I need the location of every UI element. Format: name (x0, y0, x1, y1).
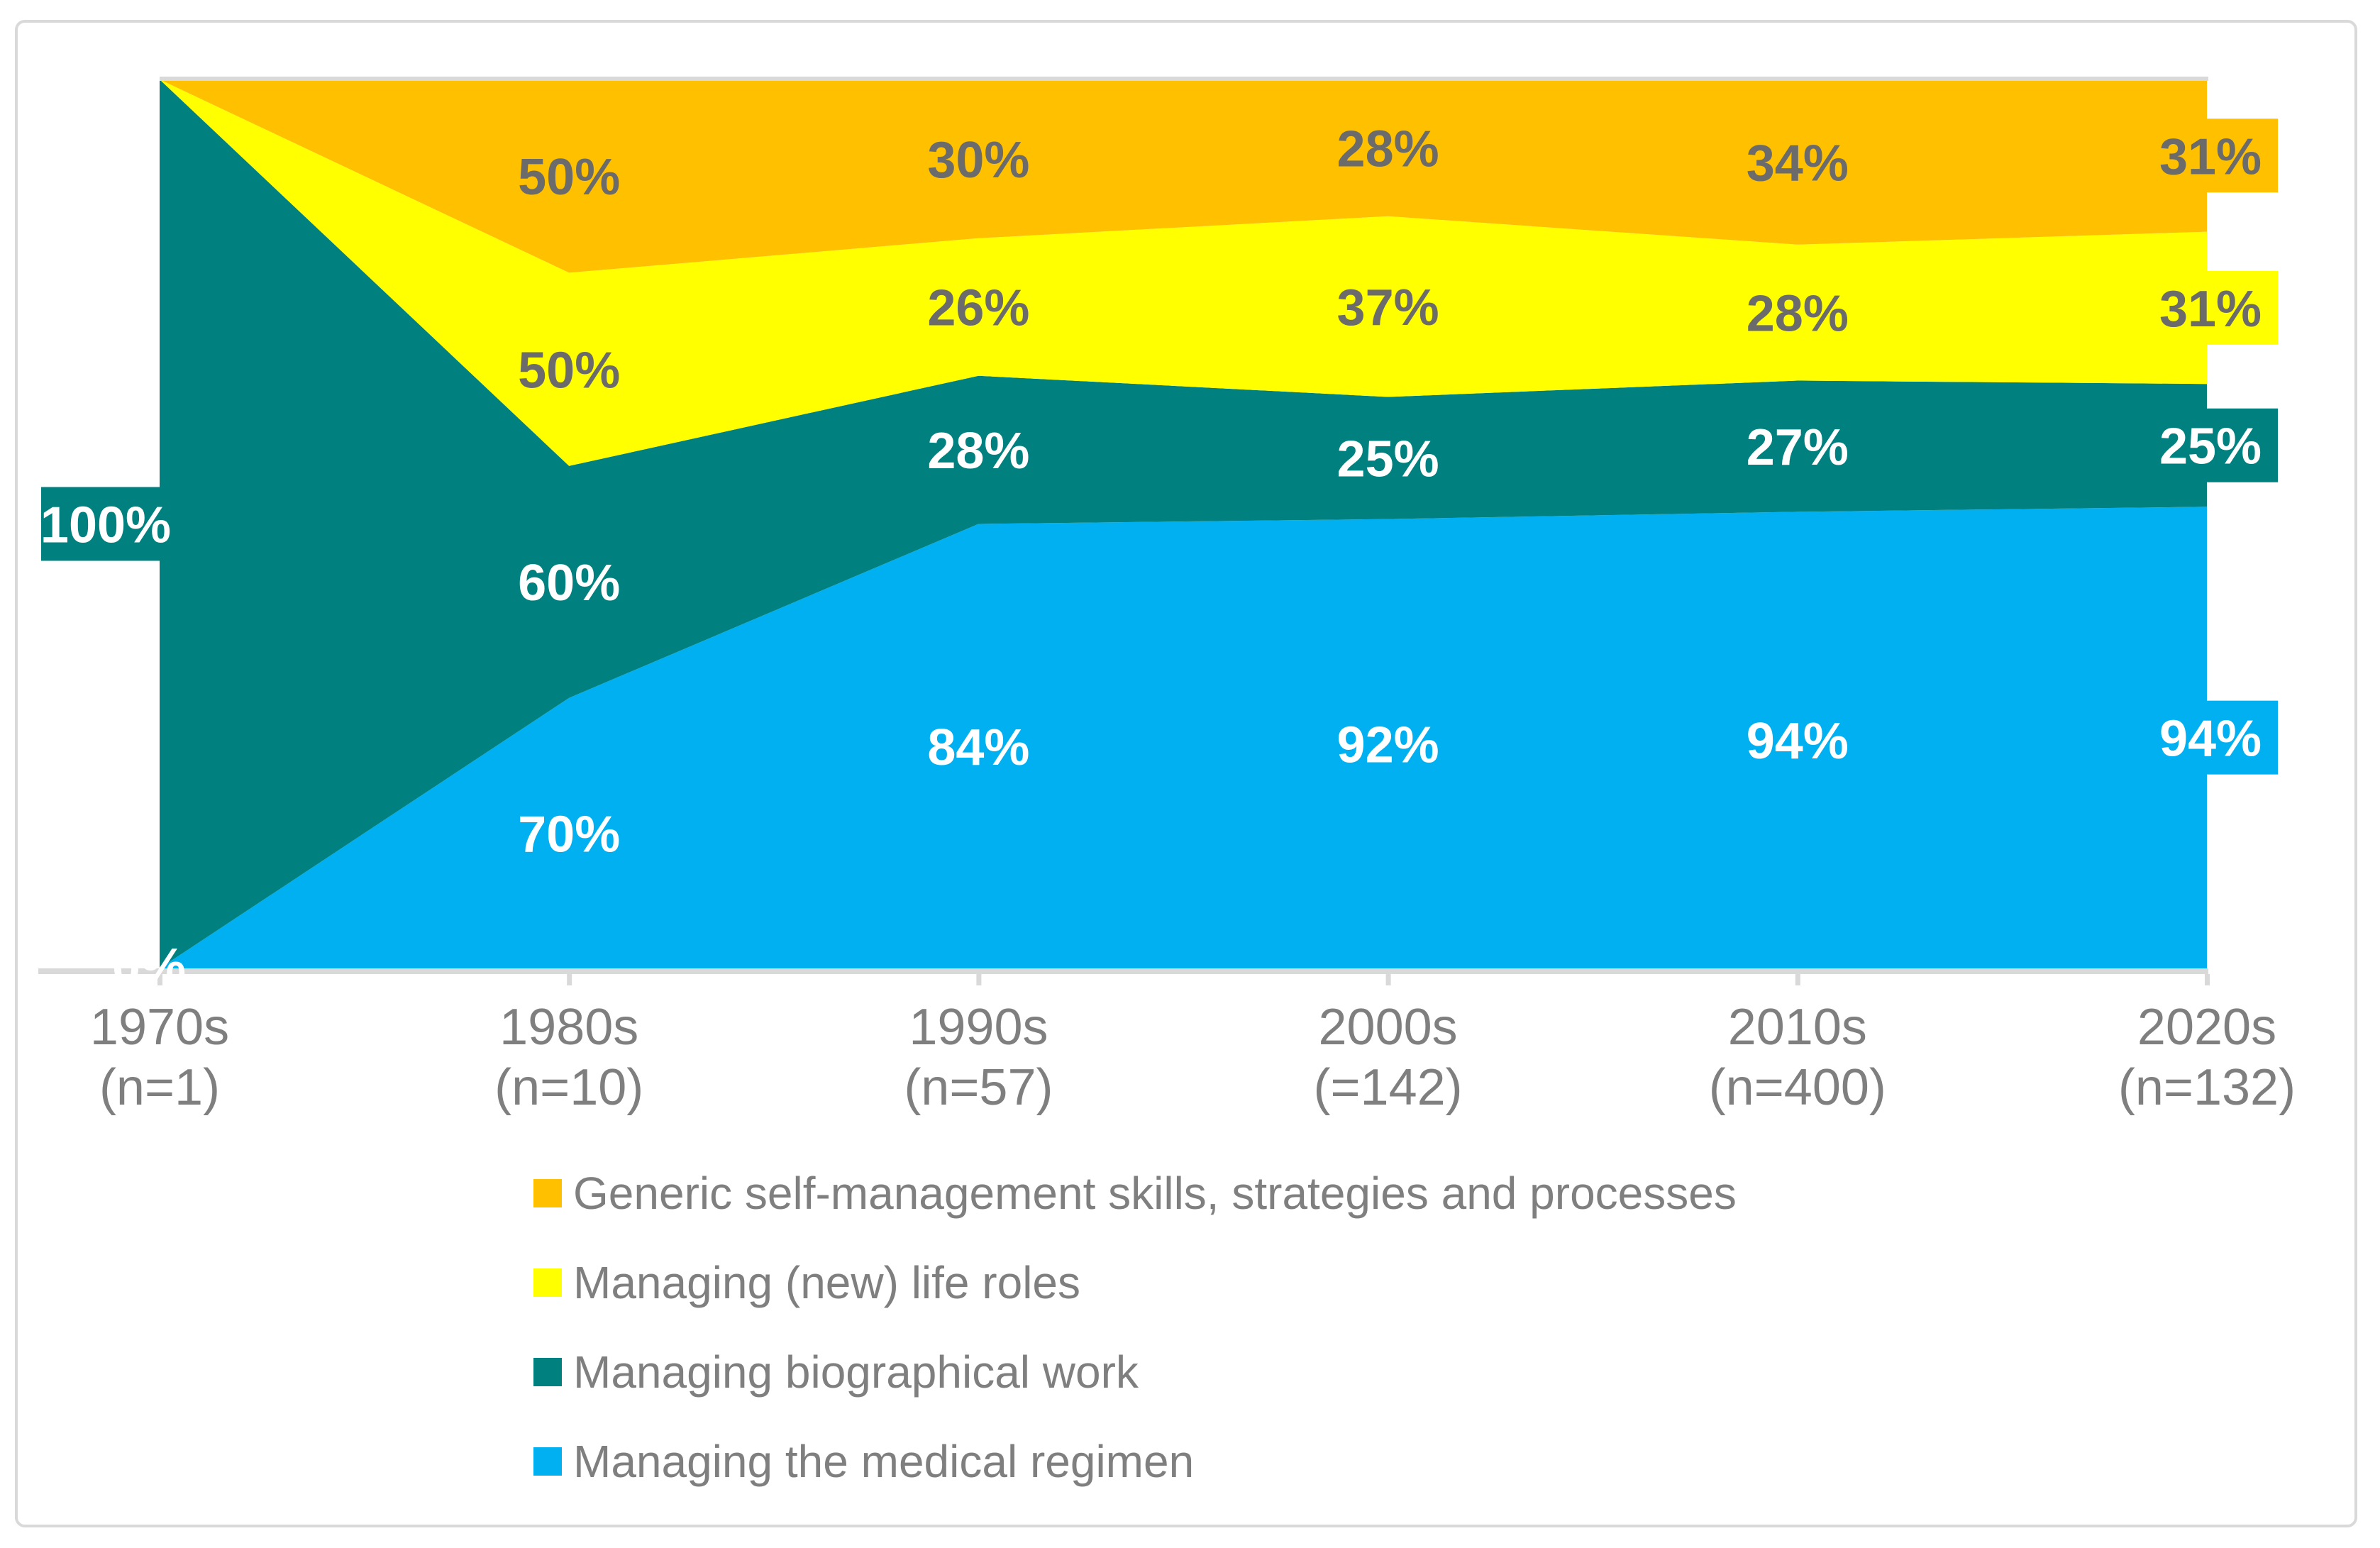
data-label-last-94%: 94% (2159, 711, 2262, 768)
data-label-zero: 0% (112, 939, 186, 995)
data-label-last-25%: 25% (2159, 419, 2262, 475)
legend-swatch-icon (533, 1447, 562, 1476)
legend-item-label: Managing biographical work (573, 1347, 1139, 1398)
data-label-60%: 60% (518, 555, 620, 612)
x-axis-tick-2020s (2205, 974, 2210, 985)
data-label-block-first (41, 487, 170, 561)
data-label-50%: 50% (518, 149, 620, 206)
data-label-50%: 50% (518, 343, 620, 399)
data-label-last-31%: 31% (2159, 128, 2262, 185)
x-axis-sublabel-2020s: (n=132) (2118, 1059, 2296, 1116)
area-series-4 (160, 79, 2207, 273)
data-label-94%: 94% (1747, 713, 1849, 770)
legend-item-label: Managing the medical regimen (573, 1436, 1195, 1487)
chart-border (15, 20, 2357, 1527)
legend-swatch-icon (533, 1268, 562, 1297)
data-label-28%: 28% (1337, 121, 1439, 177)
x-axis-tick-2000s (1385, 974, 1391, 985)
area-series-2 (160, 79, 2207, 968)
data-label-block-last (2152, 700, 2278, 775)
data-label-27%: 27% (1747, 419, 1849, 476)
x-axis-line (38, 968, 2208, 974)
x-axis-sublabel-2010s: (n=400) (1709, 1059, 1886, 1116)
x-axis-label-1990s: 1990s (909, 999, 1048, 1056)
data-label-last-31%: 31% (2159, 281, 2262, 338)
data-label-block-last (2152, 270, 2278, 345)
legend-item-label: Managing (new) life roles (573, 1257, 1080, 1308)
legend-swatch-icon (533, 1179, 562, 1207)
data-label-92%: 92% (1337, 717, 1439, 773)
x-axis-label-2010s: 2010s (1728, 999, 1867, 1056)
x-axis-tick-1970s (157, 974, 162, 985)
data-label-30%: 30% (927, 132, 1029, 189)
x-axis-label-2000s: 2000s (1319, 999, 1458, 1056)
legend-item-label: Generic self-management skills, strategi… (573, 1168, 1737, 1219)
x-axis-tick-2010s (1795, 974, 1800, 985)
area-series-1 (160, 507, 2207, 968)
legend-item-1: Generic self-management skills, strategi… (533, 1168, 1737, 1219)
x-axis-label-2020s: 2020s (2137, 999, 2276, 1056)
x-axis-tick-1980s (567, 974, 572, 985)
data-label-26%: 26% (927, 280, 1029, 337)
data-label-block-last (2152, 408, 2278, 482)
x-axis-sublabel-2000s: (=142) (1314, 1059, 1463, 1116)
x-axis-sublabel-1980s: (n=10) (494, 1059, 643, 1116)
data-label-84%: 84% (927, 719, 1029, 776)
legend-swatch-icon (533, 1358, 562, 1386)
data-label-70%: 70% (518, 806, 620, 863)
data-label-25%: 25% (1337, 431, 1439, 488)
x-axis-label-1980s: 1980s (499, 999, 638, 1056)
data-label-28%: 28% (1747, 286, 1849, 343)
data-label-first-100%: 100% (40, 497, 171, 554)
legend-item-2: Managing (new) life roles (533, 1257, 1737, 1308)
x-axis-tick-1990s (976, 974, 982, 985)
x-axis-sublabel-1970s: (n=1) (99, 1059, 220, 1116)
x-axis-label-1970s: 1970s (90, 999, 229, 1056)
area-series-3 (160, 79, 2207, 466)
data-label-37%: 37% (1337, 280, 1439, 336)
data-label-block-last (2152, 118, 2278, 193)
plot-top-line (160, 77, 2208, 81)
data-label-28%: 28% (927, 423, 1029, 480)
legend-item-4: Managing the medical regimen (533, 1436, 1737, 1487)
x-axis-sublabel-1990s: (n=57) (904, 1059, 1053, 1116)
data-label-34%: 34% (1747, 135, 1849, 192)
legend-item-3: Managing biographical work (533, 1347, 1737, 1398)
legend: Generic self-management skills, strategi… (533, 1168, 1737, 1525)
